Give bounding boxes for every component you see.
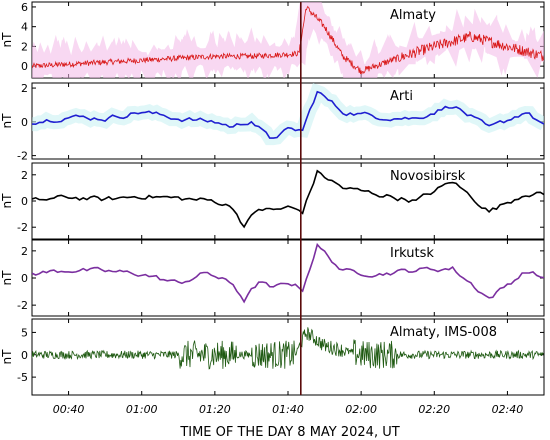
panel-1: 0 2 4 6 nT Almaty bbox=[0, 1, 545, 79]
x-tick-label: 00:40 bbox=[53, 403, 85, 416]
y-tick-label: 0 bbox=[21, 272, 28, 285]
x-axis-label: TIME OF THE DAY 8 MAY 2024, UT bbox=[179, 425, 399, 440]
y-tick-label: 5 bbox=[21, 326, 28, 339]
y-tick-label: 6 bbox=[21, 1, 28, 14]
series-line bbox=[32, 90, 544, 139]
y-tick-label: -2 bbox=[17, 299, 28, 312]
y-tick-label: 0 bbox=[21, 116, 28, 129]
panel-frame bbox=[31, 239, 545, 317]
y-axis-label: nT bbox=[0, 193, 14, 209]
station-title: Novosibirsk bbox=[390, 169, 466, 184]
y-axis-label: nT bbox=[0, 270, 14, 286]
y-tick-label: 0 bbox=[21, 195, 28, 208]
x-tick-label: 01:40 bbox=[272, 403, 304, 416]
series-line bbox=[32, 327, 544, 370]
x-tick-label: 02:20 bbox=[418, 403, 450, 416]
panel-3: -2 0 2 nT Novosibirsk bbox=[0, 162, 545, 240]
x-tick-label: 02:40 bbox=[492, 403, 524, 416]
panel-frame bbox=[31, 318, 545, 396]
station-title: Almaty bbox=[390, 8, 436, 23]
series-line bbox=[32, 5, 544, 75]
station-title: Almaty, IMS-008 bbox=[390, 325, 497, 340]
y-tick-label: 2 bbox=[21, 40, 28, 53]
panel-frame bbox=[31, 162, 545, 240]
y-axis-label: nT bbox=[0, 349, 14, 365]
station-title: Arti bbox=[390, 89, 413, 104]
y-tick-label: 0 bbox=[21, 349, 28, 362]
y-tick-label: 2 bbox=[21, 245, 28, 258]
y-axis-label: nT bbox=[0, 113, 14, 129]
y-tick-label: 2 bbox=[21, 169, 28, 182]
y-tick-label: -2 bbox=[17, 221, 28, 234]
y-tick-label: 2 bbox=[21, 82, 28, 95]
series-line bbox=[32, 169, 544, 229]
panels: 0246nTAlmaty-202nTArti-202nTNovosibirsk-… bbox=[0, 1, 545, 396]
y-tick-label: 0 bbox=[21, 60, 28, 73]
series-line bbox=[32, 242, 544, 304]
x-axis-ticks: 00:40 01:00 01:20 01:40 02:00 02:20 02:40 bbox=[53, 403, 524, 416]
x-tick-label: 01:00 bbox=[126, 403, 158, 416]
x-tick-label: 02:00 bbox=[345, 403, 377, 416]
y-tick-label: -2 bbox=[17, 150, 28, 163]
y-tick-label: 4 bbox=[21, 21, 28, 34]
y-axis-label: nT bbox=[0, 32, 14, 48]
y-tick-label: -5 bbox=[17, 371, 28, 384]
x-tick-label: 01:20 bbox=[199, 403, 231, 416]
station-title: Irkutsk bbox=[390, 246, 434, 261]
panel-4: -2 0 2 nT Irkutsk bbox=[0, 239, 545, 317]
panel-5: -5 0 5 nT Almaty, IMS-008 bbox=[0, 318, 545, 396]
panel-2: -2 0 2 nT Arti bbox=[0, 82, 545, 163]
